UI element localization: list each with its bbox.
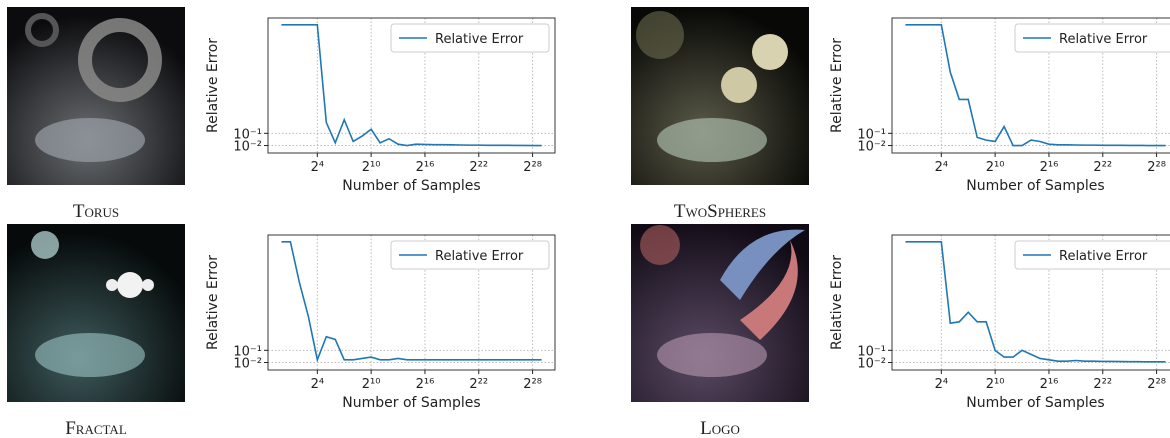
y-axis-label: Relative Error [205, 38, 221, 133]
y-tick-label: 10⁻² [857, 140, 886, 155]
x-tick-label: 2¹⁰ [362, 377, 381, 392]
x-tick-label: 2²² [469, 160, 488, 175]
x-tick-label: 2²² [469, 377, 488, 392]
image-caption: Torus [73, 201, 119, 222]
y-axis-label: Relative Error [829, 38, 845, 133]
x-tick-label: 2⁴ [935, 160, 948, 175]
x-tick-label: 2⁴ [935, 377, 948, 392]
x-tick-label: 2¹⁶ [416, 377, 435, 392]
x-axis-label: Number of Samples [966, 178, 1104, 194]
x-tick-label: 2²² [1093, 160, 1112, 175]
y-tick-label: 10⁻² [233, 357, 262, 372]
x-tick-label: 2⁴ [311, 377, 324, 392]
y-axis-label: Relative Error [205, 255, 221, 350]
x-axis-label: Number of Samples [342, 178, 480, 194]
image-caption: TwoSpheres [674, 201, 766, 222]
y-tick-label: 10⁻² [233, 140, 262, 155]
x-tick-label: 2²⁸ [1147, 377, 1166, 392]
x-axis-label: Number of Samples [966, 395, 1104, 411]
x-tick-label: 2¹⁰ [986, 160, 1005, 175]
render-image [7, 7, 185, 185]
x-tick-label: 2²⁸ [523, 160, 542, 175]
legend-label: Relative Error [435, 249, 524, 264]
x-tick-label: 2²⁸ [523, 377, 542, 392]
x-tick-label: 2¹⁶ [1040, 377, 1059, 392]
x-tick-label: 2¹⁰ [362, 160, 381, 175]
legend-label: Relative Error [1059, 249, 1148, 264]
x-tick-label: 2¹⁶ [1040, 160, 1059, 175]
y-axis-label: Relative Error [829, 255, 845, 350]
legend-label: Relative Error [435, 32, 524, 47]
legend-label: Relative Error [1059, 32, 1148, 47]
y-tick-label: 10⁻² [857, 357, 886, 372]
render-image [631, 7, 809, 185]
x-tick-label: 2²⁸ [1147, 160, 1166, 175]
render-image [7, 224, 185, 402]
render-image [631, 224, 809, 402]
x-axis-label: Number of Samples [342, 395, 480, 411]
x-tick-label: 2⁴ [311, 160, 324, 175]
image-caption: Logo [700, 418, 740, 434]
x-tick-label: 2²² [1093, 377, 1112, 392]
figure: Torus2⁴2¹⁰2¹⁶2²²2²⁸10⁻¹10⁻²Number of Sam… [0, 0, 1170, 434]
x-tick-label: 2¹⁰ [986, 377, 1005, 392]
image-caption: Fractal [65, 418, 127, 434]
x-tick-label: 2¹⁶ [416, 160, 435, 175]
